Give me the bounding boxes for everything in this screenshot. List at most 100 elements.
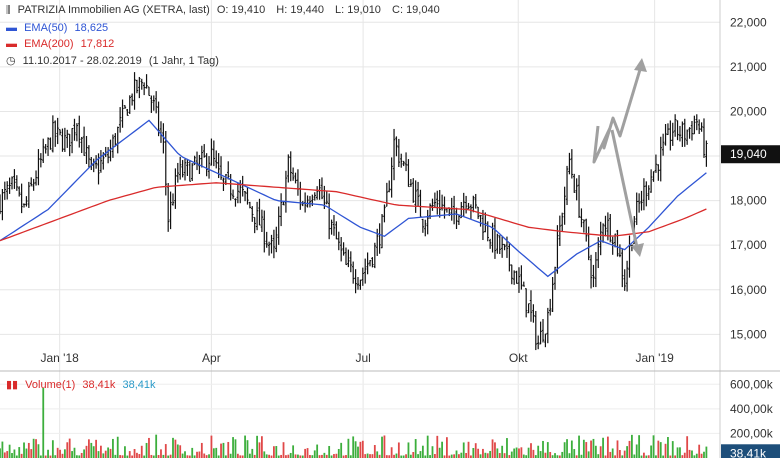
volume-bar <box>124 446 126 458</box>
volume-bar <box>155 434 158 458</box>
volume-icon: ▮▮ <box>6 379 19 391</box>
volume-bar <box>275 446 278 458</box>
x-tick-label: Apr <box>202 351 221 365</box>
volume-bar <box>527 447 530 458</box>
volume-bar <box>537 445 540 458</box>
volume-value-red: 38,41k <box>82 379 116 391</box>
volume-bar <box>458 454 460 458</box>
volume-bar <box>491 439 494 458</box>
legend-ema50[interactable]: ▬ EMA(50) 18,625 <box>6 22 112 34</box>
volume-tick-label: 200,00k <box>730 426 774 440</box>
volume-bar <box>450 454 453 458</box>
volume-bar <box>460 452 463 458</box>
volume-bar <box>364 454 367 458</box>
volume-bar <box>414 439 417 458</box>
volume-bar <box>87 439 90 458</box>
volume-bar <box>470 455 472 458</box>
volume-bar <box>287 454 290 458</box>
volume-bar <box>397 442 400 458</box>
volume-bar <box>443 455 446 458</box>
volume-bar <box>157 454 160 458</box>
volume-bar <box>292 445 295 458</box>
volume-bar <box>109 448 112 458</box>
legend-ema200[interactable]: ▬ EMA(200) 17,812 <box>6 38 118 50</box>
volume-bar <box>71 451 73 458</box>
volume-bar <box>525 455 528 458</box>
ema50-value: 18,625 <box>74 22 109 34</box>
volume-bar <box>388 455 391 458</box>
volume-bar <box>352 436 355 458</box>
volume-bar <box>323 452 326 458</box>
volume-bar <box>184 451 186 458</box>
volume-bar <box>200 442 203 458</box>
volume-bar <box>294 454 297 458</box>
x-tick-label: Okt <box>509 351 528 365</box>
volume-bar <box>42 387 45 458</box>
volume-bar <box>638 435 641 458</box>
volume-bar <box>3 452 6 458</box>
volume-bar <box>611 448 614 458</box>
volume-bar <box>345 455 347 458</box>
volume-bar <box>241 455 244 458</box>
volume-bar <box>25 448 28 458</box>
volume-bar <box>400 455 403 458</box>
volume-bar <box>208 454 210 458</box>
volume-bar <box>395 453 398 458</box>
volume-bar <box>513 448 516 458</box>
x-tick-label: Jan '18 <box>41 351 80 365</box>
volume-bar <box>652 435 655 458</box>
volume-bar <box>68 438 71 458</box>
volume-bar <box>366 453 369 458</box>
volume-bar <box>597 454 600 458</box>
volume-bar <box>337 448 340 458</box>
volume-bar <box>253 454 256 458</box>
volume-bar <box>95 439 98 458</box>
volume-bar <box>659 442 662 458</box>
volume-bar <box>453 454 456 458</box>
volume-bar <box>239 455 242 458</box>
price-tick-label: 15,000 <box>730 327 767 341</box>
ohlc-high: H: 19,440 <box>276 4 324 16</box>
volume-bar <box>316 444 319 458</box>
volume-bar <box>107 447 110 458</box>
volume-value-blue: 38,41k <box>122 379 156 391</box>
range-note: (1 Jahr, 1 Tag) <box>148 55 219 67</box>
volume-bar <box>39 455 42 458</box>
volume-bar <box>224 455 227 458</box>
price-tick-label: 20,000 <box>730 104 767 118</box>
volume-bar <box>676 447 679 458</box>
forecast-arrowhead-down <box>631 243 644 257</box>
volume-bar <box>621 455 624 458</box>
volume-bar <box>6 451 9 458</box>
ema50-line <box>0 119 707 278</box>
price-tick-label: 16,000 <box>730 283 767 297</box>
volume-bar <box>222 442 225 458</box>
volume-bar <box>357 446 359 458</box>
volume-bar <box>467 441 470 458</box>
candles <box>0 72 708 351</box>
volume-bar <box>667 437 669 458</box>
ema200-value: 17,812 <box>80 38 115 50</box>
volume-bar <box>546 442 549 458</box>
volume-bar <box>321 454 323 458</box>
volume-bar <box>349 455 352 458</box>
volume-bar <box>61 453 64 458</box>
volume-bar <box>426 435 429 458</box>
price-tick-label: 17,000 <box>730 238 767 252</box>
volume-bar <box>282 442 285 458</box>
volume-bar <box>140 445 143 458</box>
volume-bar <box>369 454 371 458</box>
volume-bar <box>705 446 708 458</box>
volume-bar <box>445 437 448 458</box>
volume-bar <box>18 447 21 458</box>
volume-bar <box>90 442 93 458</box>
volume-bar <box>522 454 525 458</box>
volume-bar <box>643 452 645 458</box>
ema50-label: EMA(50) <box>24 22 68 34</box>
volume-bar <box>191 447 194 458</box>
volume-legend[interactable]: ▮▮ Volume(1) 38,41k 38,41k <box>6 378 160 391</box>
forecast-arrow-down <box>610 129 640 253</box>
volume-bar <box>47 449 49 458</box>
